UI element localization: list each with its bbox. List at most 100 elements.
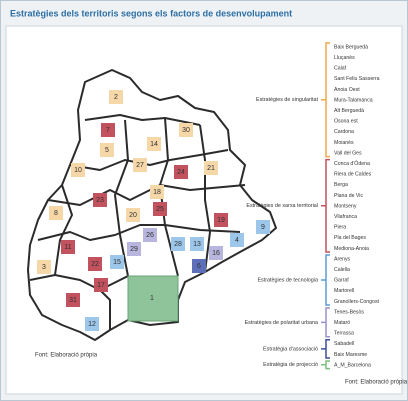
map-marker bbox=[147, 137, 161, 151]
legend-item: Anoia Oest bbox=[334, 87, 360, 93]
legend-item: Mataró bbox=[334, 320, 350, 326]
legend-item: Garraf bbox=[334, 278, 349, 284]
legend-source: Font: Elaboració pròpia bbox=[345, 380, 408, 386]
map-label: 27 bbox=[136, 162, 144, 169]
map-marker bbox=[66, 293, 80, 307]
map-label: 18 bbox=[153, 189, 161, 196]
map-marker bbox=[153, 202, 167, 216]
map-marker bbox=[133, 158, 147, 172]
map-label: 6 bbox=[197, 263, 201, 270]
map-marker bbox=[204, 161, 218, 175]
map-label: 16 bbox=[212, 250, 220, 257]
map-label: 26 bbox=[146, 232, 154, 239]
legend-item: Lluçanès bbox=[334, 55, 355, 61]
legend-item: Martorell bbox=[334, 288, 354, 294]
legend-group: Estratègia d'associació bbox=[263, 346, 318, 352]
map-label: 22 bbox=[91, 261, 99, 268]
map-label: 24 bbox=[177, 169, 185, 176]
legend-brace bbox=[321, 307, 330, 338]
map-marker bbox=[101, 123, 115, 137]
legend-brace bbox=[321, 158, 330, 253]
map-label: 31 bbox=[69, 297, 77, 304]
legend-brace bbox=[321, 42, 330, 158]
legend-item: Mura-Talamanca bbox=[334, 97, 373, 103]
map-label: 12 bbox=[88, 321, 96, 328]
legend-item: Pla del Bages bbox=[334, 235, 366, 241]
map-marker bbox=[179, 123, 193, 137]
map-marker bbox=[61, 240, 75, 254]
map-label: 17 bbox=[97, 282, 105, 289]
legend-item: Montseny bbox=[334, 203, 357, 209]
legend-item: Sabadell bbox=[334, 341, 354, 347]
map-marker bbox=[49, 206, 63, 220]
map-label: 7 bbox=[106, 127, 110, 134]
panel bbox=[5, 25, 403, 395]
map-label: 1 bbox=[150, 295, 154, 302]
legend-item: Baix Maresme bbox=[334, 352, 367, 358]
map-label: 5 bbox=[105, 147, 109, 154]
map-marker bbox=[94, 278, 108, 292]
map-marker bbox=[127, 242, 141, 256]
map-label: 25 bbox=[156, 206, 164, 213]
legend-item: Berga bbox=[334, 182, 348, 188]
map-label: 4 bbox=[235, 237, 239, 244]
legend-item: Calella bbox=[334, 267, 350, 273]
map-label: 10 bbox=[74, 167, 82, 174]
map-marker bbox=[85, 317, 99, 331]
map-marker bbox=[100, 143, 114, 157]
legend-item: Tenes-Besòs bbox=[334, 309, 364, 315]
map-label: 15 bbox=[113, 259, 121, 266]
title: Estratègies dels territoris segons els f… bbox=[10, 8, 292, 18]
map-marker bbox=[192, 259, 206, 273]
map-marker bbox=[209, 246, 223, 260]
legend-item: Cardona bbox=[334, 129, 354, 135]
legend-item: Plana de Vic bbox=[334, 193, 363, 199]
legend-item: Mediona-Anoia bbox=[334, 246, 369, 252]
legend-item: Piera bbox=[334, 225, 346, 231]
map-label: 20 bbox=[129, 212, 137, 219]
legend-item: Terrassa bbox=[334, 331, 354, 337]
map-label: 9 bbox=[261, 224, 265, 231]
map-label: 3 bbox=[42, 264, 46, 271]
map-marker bbox=[230, 233, 244, 247]
legend-brace bbox=[321, 254, 330, 306]
map-marker bbox=[190, 237, 204, 251]
map-label: 30 bbox=[182, 127, 190, 134]
map-label: 13 bbox=[193, 241, 201, 248]
map-marker bbox=[109, 90, 123, 104]
legend-item: Conca d'Òdena bbox=[334, 160, 370, 167]
map-marker bbox=[150, 185, 164, 199]
legend-group: Estratègies de singularitat bbox=[256, 97, 319, 103]
legend-brace bbox=[321, 360, 330, 370]
map-marker bbox=[126, 208, 140, 222]
map-marker bbox=[143, 228, 157, 242]
map-marker bbox=[71, 163, 85, 177]
map-label: 21 bbox=[207, 165, 215, 172]
legend-item: Osona est bbox=[334, 119, 358, 125]
map-marker bbox=[37, 260, 51, 274]
map-label: 28 bbox=[174, 241, 182, 248]
map-outline bbox=[27, 69, 277, 341]
map-marker bbox=[256, 220, 270, 234]
legend-item: A_M_Barcelona bbox=[334, 362, 371, 368]
legend-item: Moianès bbox=[334, 140, 354, 146]
legend-brace bbox=[321, 339, 330, 359]
map-label: 14 bbox=[150, 141, 158, 148]
legend-group: Estratègies de polaritat urbana bbox=[245, 320, 318, 326]
map-marker bbox=[88, 257, 102, 271]
map-marker bbox=[93, 193, 107, 207]
legend-item: Vilafranca bbox=[334, 214, 357, 220]
map-marker bbox=[174, 165, 188, 179]
legend-item: Arenys bbox=[334, 256, 351, 262]
legend-group: Estratègia de projecció bbox=[263, 362, 318, 368]
legend-item: Alt Berguedà bbox=[334, 108, 364, 114]
legend-group: Estratègies de xarxa territorial bbox=[246, 203, 318, 209]
map-marker bbox=[171, 237, 185, 251]
map-label: 8 bbox=[54, 210, 58, 217]
map-label: 23 bbox=[96, 197, 104, 204]
map-marker bbox=[110, 255, 124, 269]
map-label: 29 bbox=[130, 246, 138, 253]
legend-item: Calaf bbox=[334, 66, 347, 72]
map-source: Font: Elaboració pròpia bbox=[35, 353, 98, 359]
